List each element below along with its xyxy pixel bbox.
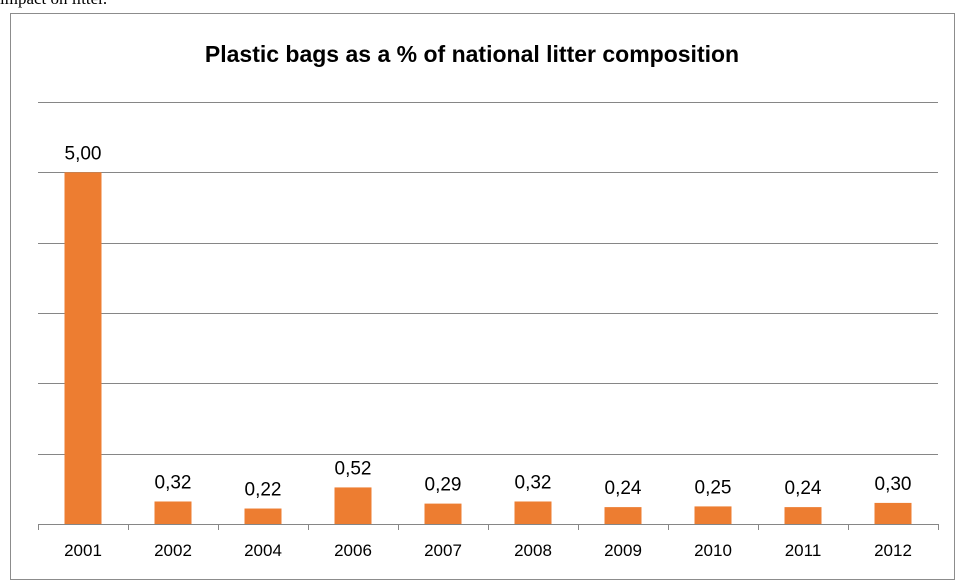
gridlines [38,102,938,455]
bar-2001 [64,172,102,525]
data-label-2006: 0,52 [335,458,372,479]
x-tick-label-2010: 2010 [694,541,732,560]
x-tick-label-2001: 2001 [64,541,102,560]
bars [64,172,912,525]
data-label-2011: 0,24 [785,478,822,499]
chart-frame [10,13,955,580]
x-axis: 2001 2002 2004 2006 2007 2008 2009 2010 2011 2012 [38,524,939,560]
data-label-2004: 0,22 [245,480,282,501]
bar-2012 [874,502,912,524]
bar-2004 [244,508,282,524]
bar-2002 [154,501,192,524]
bar-2011 [784,507,822,524]
bar-2006 [334,487,372,524]
bar-2010 [694,506,732,524]
context-text: impact on litter. [0,0,107,9]
data-label-2002: 0,32 [155,472,192,493]
bar-2009 [604,507,642,524]
chart-title: Plastic bags as a % of national litter c… [205,41,739,67]
x-tick-label-2007: 2007 [424,541,462,560]
x-tick-label-2012: 2012 [874,541,912,560]
bar-2007 [424,503,462,524]
data-label-2008: 0,32 [515,472,552,493]
data-label-2010: 0,25 [695,477,732,498]
data-labels: 5,00 0,32 0,22 0,52 0,29 0,32 0,24 0,25 0,24 0,30 [65,143,912,500]
x-tick-label-2004: 2004 [244,541,282,560]
x-tick-label-2002: 2002 [154,541,192,560]
data-label-2009: 0,24 [605,478,642,499]
x-tick-label-2011: 2011 [785,541,822,560]
data-label-2007: 0,29 [425,475,462,496]
x-tick-label-2008: 2008 [514,541,552,560]
x-tick-label-2009: 2009 [604,541,642,560]
data-label-2001: 5,00 [65,143,102,164]
x-tick-label-2006: 2006 [334,541,372,560]
data-label-2012: 0,30 [875,474,912,495]
bar-2008 [514,501,552,524]
